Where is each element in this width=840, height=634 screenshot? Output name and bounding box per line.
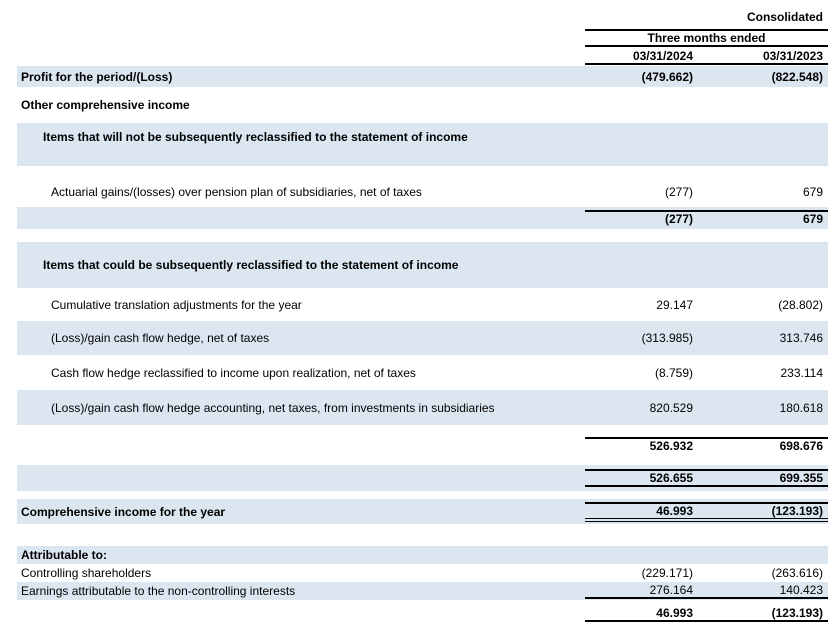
value-2024 [585, 123, 700, 124]
row-attributable-header: Attributable to: [17, 546, 828, 564]
value-2024: 46.993 [585, 501, 700, 522]
row-label: Controlling shareholders [21, 566, 152, 580]
header-spacer [17, 27, 585, 28]
value-2023: 698.676 [700, 437, 828, 453]
row-comprehensive-income: Comprehensive income for the year 46.993… [17, 499, 828, 524]
row-hedge-accounting: (Loss)/gain cash flow hedge accounting, … [17, 390, 828, 425]
spacer [17, 166, 828, 176]
row-subtotal-could-reclassify: 526.932 698.676 [17, 425, 828, 465]
value-2023: 233.114 [780, 365, 824, 380]
row-label: Profit for the period/(Loss) [21, 69, 173, 84]
spacer [17, 524, 828, 546]
spacer [17, 87, 828, 95]
value-2023: (123.193) [700, 606, 828, 622]
comprehensive-income-table: Consolidated Three months ended 03/31/20… [17, 0, 828, 627]
row-actuarial-gains: Actuarial gains/(losses) over pension pl… [17, 176, 828, 207]
value-2024: 276.164 [585, 583, 700, 599]
value-2023 [700, 123, 828, 124]
section-label: Items that will not be subsequently recl… [43, 130, 468, 144]
header-spacer [585, 23, 700, 28]
header-consolidated-row: Consolidated [17, 0, 828, 28]
value-2024: (8.759) [654, 365, 693, 380]
header-col-2023: 03/31/2023 [700, 49, 828, 65]
section-header-not-reclassified: Items that will not be subsequently recl… [17, 123, 828, 166]
value-2024: 526.932 [585, 437, 700, 453]
row-label: Cumulative translation adjustments for t… [51, 297, 302, 312]
value-2023: 313.746 [779, 331, 823, 345]
row-total-attributable: 46.993 (123.193) [17, 600, 828, 627]
value-2024 [585, 105, 700, 106]
header-period: Three months ended [585, 29, 828, 47]
value-2023: 180.618 [779, 400, 823, 415]
spacer [17, 229, 828, 242]
value-2023: (123.193) [700, 501, 828, 522]
header-period-row: Three months ended [17, 28, 828, 48]
value-2023 [700, 555, 828, 556]
row-hedge-reclassified: Cash flow hedge reclassified to income u… [17, 355, 828, 390]
value-2024: (229.171) [641, 566, 693, 580]
row-cash-flow-hedge: (Loss)/gain cash flow hedge, net of taxe… [17, 321, 828, 355]
row-label: Cash flow hedge reclassified to income u… [51, 365, 416, 380]
value-2024 [585, 555, 700, 556]
value-2023: (822.548) [771, 69, 823, 84]
value-2023: 140.423 [700, 583, 828, 599]
value-2024: 526.655 [585, 469, 700, 487]
value-2023: 679 [700, 210, 828, 226]
row-label: Other comprehensive income [21, 98, 190, 112]
row-cumulative-translation: Cumulative translation adjustments for t… [17, 288, 828, 321]
value-2023: 679 [802, 184, 823, 199]
row-label: (Loss)/gain cash flow hedge accounting, … [51, 400, 495, 415]
row-other-comprehensive-income: Other comprehensive income [17, 95, 828, 115]
header-spacer [17, 57, 585, 58]
value-2024 [585, 265, 700, 266]
section-header-could-reclassify: Items that could be subsequently reclass… [17, 242, 828, 288]
row-label: Earnings attributable to the non-control… [21, 584, 296, 598]
spacer [17, 491, 828, 499]
value-2024: 46.993 [585, 606, 700, 622]
value-2024: (277) [664, 184, 693, 199]
row-subtotal-other-comprehensive: 526.655 699.355 [17, 465, 828, 491]
row-controlling-shareholders: Controlling shareholders (229.171) (263.… [17, 564, 828, 582]
row-label [17, 445, 585, 446]
value-2024: (479.662) [641, 69, 693, 84]
value-2024: 29.147 [656, 297, 693, 312]
row-label: Comprehensive income for the year [21, 504, 226, 519]
row-label [17, 478, 585, 479]
row-label: Actuarial gains/(losses) over pension pl… [51, 184, 422, 199]
section-label: Items that could be subsequently reclass… [43, 258, 459, 272]
row-profit: Profit for the period/(Loss) (479.662) (… [17, 66, 828, 87]
value-2023: (28.802) [778, 297, 823, 312]
value-2023 [700, 105, 828, 106]
header-consolidated: Consolidated [746, 10, 823, 24]
header-dates-row: 03/31/2024 03/31/2023 [17, 48, 828, 66]
row-label: Attributable to: [21, 548, 107, 562]
value-2023: (263.616) [771, 566, 823, 580]
header-col-2024: 03/31/2024 [585, 49, 700, 65]
spacer [17, 115, 828, 123]
row-label: (Loss)/gain cash flow hedge, net of taxe… [51, 331, 270, 345]
value-2023: 699.355 [700, 469, 828, 487]
row-label [17, 613, 585, 614]
value-2024: (313.985) [641, 331, 693, 345]
value-2024: (277) [585, 210, 700, 226]
value-2023 [700, 265, 828, 266]
row-subtotal-not-reclassified: (277) 679 [17, 207, 828, 229]
row-label [17, 218, 585, 219]
header-spacer [17, 38, 585, 39]
value-2024: 820.529 [649, 400, 693, 415]
row-non-controlling-interests: Earnings attributable to the non-control… [17, 582, 828, 600]
